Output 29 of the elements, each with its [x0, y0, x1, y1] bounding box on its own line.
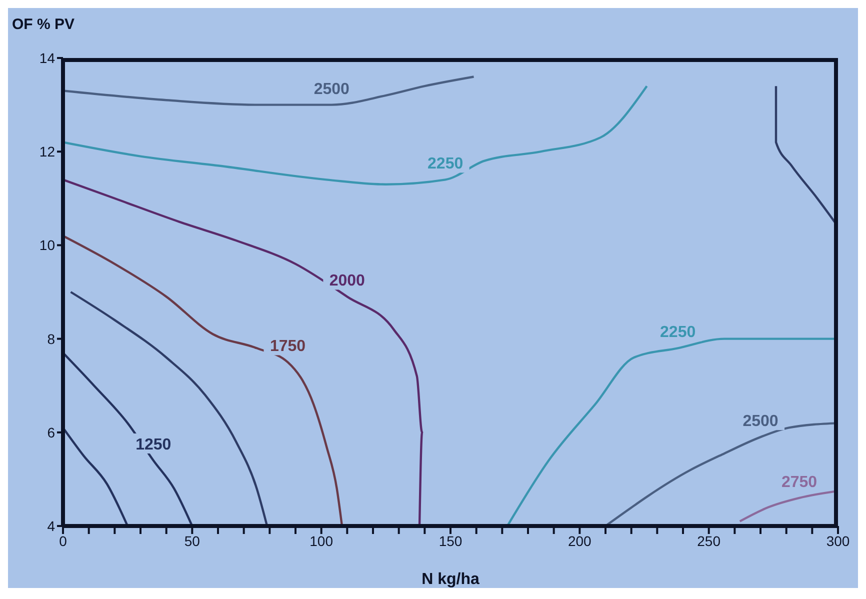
y-tick-label: 8: [47, 330, 56, 347]
x-tick-label: 50: [184, 532, 200, 549]
y-tick-label: 6: [47, 424, 56, 440]
series-label: 2250: [660, 324, 696, 342]
line-series: [63, 426, 129, 526]
line-series: [63, 84, 648, 186]
x-tick-label: 250: [697, 532, 721, 549]
y-tick-label: 4: [47, 518, 56, 534]
x-tick-label: 0: [59, 532, 68, 549]
line-series: [63, 352, 194, 526]
line-series: [63, 178, 424, 526]
x-tick-label: 100: [310, 532, 334, 549]
y-tick-label: 14: [39, 50, 56, 66]
line-series: [70, 290, 268, 526]
x-tick-label: 300: [826, 532, 850, 549]
series-label: 2500: [314, 80, 350, 98]
series-label: 1250: [136, 436, 172, 454]
series-label: 2000: [329, 272, 366, 290]
x-tick-label: 200: [568, 532, 592, 549]
series-label: 2750: [781, 474, 818, 491]
x-axis-title: N kg/ha: [422, 571, 480, 588]
y-tick-label: 10: [39, 237, 56, 254]
series-label: 2250: [428, 156, 464, 173]
series-label: 2500: [742, 413, 778, 430]
line-series: [63, 76, 475, 106]
y-tick-label: 12: [39, 144, 56, 160]
series-label: 1750: [270, 338, 306, 356]
x-tick-label: 150: [438, 532, 462, 549]
y-axis-title: OF % PV: [12, 16, 75, 33]
